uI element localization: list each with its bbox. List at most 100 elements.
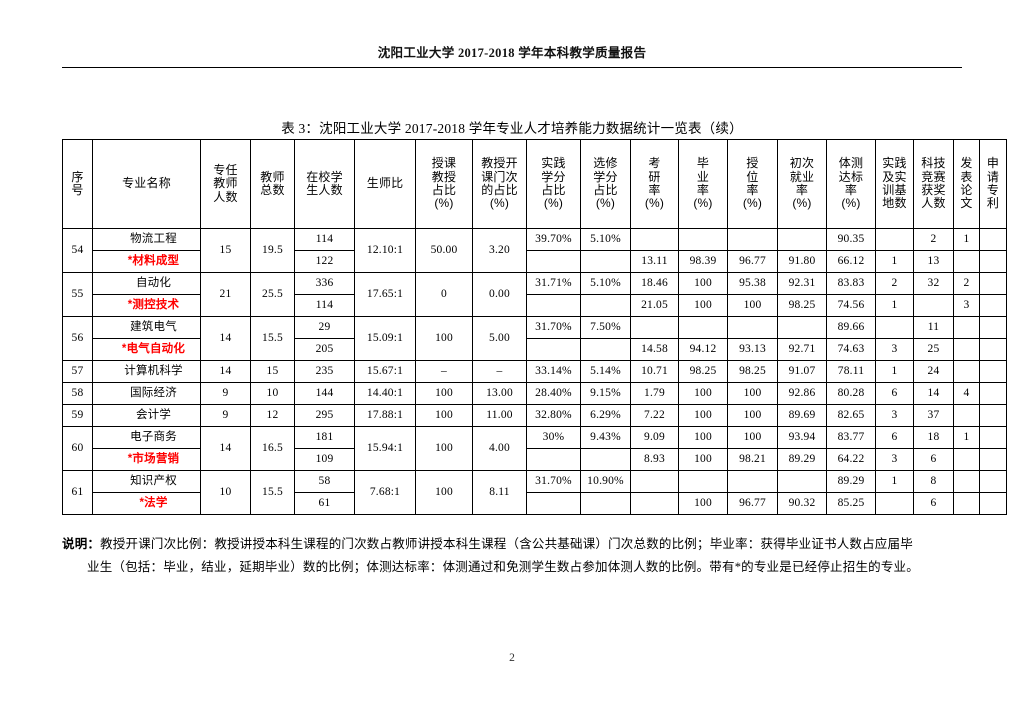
cell-training-bases: 1 bbox=[875, 250, 914, 273]
cell-competition-awards: 37 bbox=[913, 404, 954, 427]
cell-published-papers: 3 bbox=[953, 294, 980, 317]
cell-employment-rate: 90.32 bbox=[777, 492, 827, 515]
column-header-degree-rate: 授 位 率 (%) bbox=[727, 139, 778, 229]
header-divider bbox=[62, 67, 962, 68]
cell-enrolled-students: 295 bbox=[294, 404, 355, 427]
cell-elective-credit-share: 7.50% bbox=[580, 316, 631, 339]
cell-practice-credit-share bbox=[526, 250, 581, 273]
cell-practice-credit-share bbox=[526, 492, 581, 515]
cell-enrolled-students: 205 bbox=[294, 338, 355, 361]
cell-seq: 60 bbox=[62, 426, 93, 471]
table-row: *电气自动化 205 14.58 94.12 93.13 92.71 74.63 3 25 bbox=[63, 338, 1007, 361]
cell-postgraduate-rate: 7.22 bbox=[630, 404, 679, 427]
cell-full-time-teachers: 14 bbox=[200, 426, 251, 471]
table-container: 序 号 专业名称 专任 教师 人数 教师 总数 在校学 生人数 生师比 授课 教… bbox=[62, 139, 1007, 515]
cell-degree-rate: 96.77 bbox=[727, 492, 778, 515]
cell-published-papers bbox=[953, 404, 980, 427]
cell-patent-applications bbox=[979, 272, 1007, 295]
footnote-text-2: 业生（包括：毕业，结业，延期毕业）数的比例；体测达标率：体测通过和免测学生数占参… bbox=[87, 560, 919, 575]
cell-enrolled-students: 336 bbox=[294, 272, 355, 295]
cell-major: 建筑电气 bbox=[92, 316, 201, 339]
cell-elective-credit-share: 10.90% bbox=[580, 470, 631, 493]
cell-professor-teaching-share: 50.00 bbox=[415, 228, 473, 273]
cell-degree-rate bbox=[727, 228, 778, 251]
table-row: *法学 61 100 96.77 90.32 85.25 6 bbox=[63, 492, 1007, 515]
cell-fitness-pass-rate: 78.11 bbox=[826, 360, 876, 383]
cell-fitness-pass-rate: 89.66 bbox=[826, 316, 876, 339]
cell-postgraduate-rate: 1.79 bbox=[630, 382, 679, 405]
cell-graduation-rate: 100 bbox=[678, 492, 728, 515]
cell-postgraduate-rate: 8.93 bbox=[630, 448, 679, 471]
cell-training-bases: 1 bbox=[875, 470, 914, 493]
cell-full-time-teachers: 21 bbox=[200, 272, 251, 317]
column-header-fitness-pass-rate: 体测 达标 率 (%) bbox=[826, 139, 876, 229]
cell-postgraduate-rate: 21.05 bbox=[630, 294, 679, 317]
page-number: 2 bbox=[509, 652, 515, 664]
cell-professor-course-share: 3.20 bbox=[472, 228, 527, 273]
cell-full-time-teachers: 14 bbox=[200, 360, 251, 383]
cell-fitness-pass-rate: 74.63 bbox=[826, 338, 876, 361]
cell-full-time-teachers: 9 bbox=[200, 382, 251, 405]
table-footnote: 说明：教授开课门次比例：教授讲授本科生课程的门次数占教师讲授本科生课程（含公共基… bbox=[62, 533, 962, 579]
cell-employment-rate: 91.80 bbox=[777, 250, 827, 273]
cell-major: 物流工程 bbox=[92, 228, 201, 251]
cell-elective-credit-share: 5.10% bbox=[580, 228, 631, 251]
cell-graduation-rate bbox=[678, 228, 728, 251]
cell-elective-credit-share bbox=[580, 448, 631, 471]
footnote-label: 说明： bbox=[62, 537, 101, 551]
cell-professor-course-share: 0.00 bbox=[472, 272, 527, 317]
cell-enrolled-students: 58 bbox=[294, 470, 355, 493]
cell-elective-credit-share: 9.15% bbox=[580, 382, 631, 405]
column-header-practice-credit-share: 实践 学分 占比 (%) bbox=[526, 139, 581, 229]
cell-patent-applications bbox=[979, 448, 1007, 471]
cell-patent-applications bbox=[979, 492, 1007, 515]
column-header-postgraduate-rate: 考 研 率 (%) bbox=[630, 139, 679, 229]
cell-practice-credit-share: 31.70% bbox=[526, 316, 581, 339]
cell-total-teachers: 16.5 bbox=[250, 426, 295, 471]
cell-graduation-rate: 100 bbox=[678, 426, 728, 449]
cell-competition-awards: 18 bbox=[913, 426, 954, 449]
cell-elective-credit-share bbox=[580, 294, 631, 317]
cell-degree-rate: 98.25 bbox=[727, 360, 778, 383]
cell-graduation-rate: 100 bbox=[678, 294, 728, 317]
cell-fitness-pass-rate: 83.77 bbox=[826, 426, 876, 449]
cell-enrolled-students: 144 bbox=[294, 382, 355, 405]
cell-published-papers: 2 bbox=[953, 272, 980, 295]
cell-degree-rate: 100 bbox=[727, 382, 778, 405]
cell-professor-teaching-share: 100 bbox=[415, 426, 473, 471]
cell-total-teachers: 15 bbox=[250, 360, 295, 383]
table-caption: 表 3：沈阳工业大学 2017-2018 学年专业人才培养能力数据统计一览表（续… bbox=[281, 121, 743, 136]
cell-employment-rate: 93.94 bbox=[777, 426, 827, 449]
cell-training-bases bbox=[875, 316, 914, 339]
cell-practice-credit-share: 31.71% bbox=[526, 272, 581, 295]
cell-enrolled-students: 181 bbox=[294, 426, 355, 449]
cell-elective-credit-share: 5.14% bbox=[580, 360, 631, 383]
cell-enrolled-students: 114 bbox=[294, 294, 355, 317]
cell-graduation-rate: 100 bbox=[678, 448, 728, 471]
cell-degree-rate: 100 bbox=[727, 404, 778, 427]
cell-elective-credit-share: 9.43% bbox=[580, 426, 631, 449]
cell-elective-credit-share bbox=[580, 250, 631, 273]
running-header: 沈阳工业大学 2017-2018 学年本科教学质量报告 bbox=[62, 42, 962, 61]
cell-practice-credit-share bbox=[526, 338, 581, 361]
cell-total-teachers: 25.5 bbox=[250, 272, 295, 317]
cell-competition-awards: 32 bbox=[913, 272, 954, 295]
cell-practice-credit-share bbox=[526, 448, 581, 471]
cell-postgraduate-rate: 13.11 bbox=[630, 250, 679, 273]
cell-enrolled-students: 235 bbox=[294, 360, 355, 383]
cell-patent-applications bbox=[979, 228, 1007, 251]
cell-professor-course-share: 5.00 bbox=[472, 316, 527, 361]
cell-degree-rate bbox=[727, 470, 778, 493]
cell-full-time-teachers: 9 bbox=[200, 404, 251, 427]
cell-major: 计算机科学 bbox=[92, 360, 201, 383]
cell-patent-applications bbox=[979, 382, 1007, 405]
cell-published-papers bbox=[953, 316, 980, 339]
cell-student-teacher-ratio: 17.88:1 bbox=[354, 404, 416, 427]
cell-training-bases: 1 bbox=[875, 294, 914, 317]
footnote-line-2: 业生（包括：毕业，结业，延期毕业）数的比例；体测达标率：体测通过和免测学生数占参… bbox=[62, 556, 962, 579]
cell-published-papers bbox=[953, 492, 980, 515]
cell-postgraduate-rate bbox=[630, 470, 679, 493]
cell-elective-credit-share: 5.10% bbox=[580, 272, 631, 295]
cell-practice-credit-share: 30% bbox=[526, 426, 581, 449]
